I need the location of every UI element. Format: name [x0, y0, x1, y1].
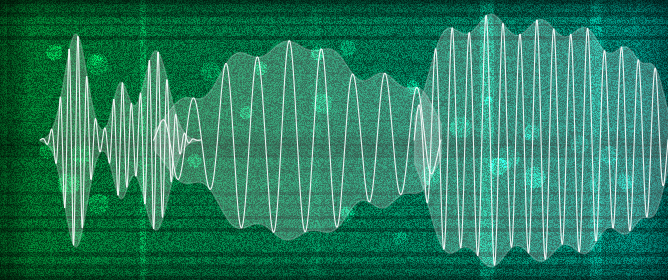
Bar — [0, 137, 668, 157]
